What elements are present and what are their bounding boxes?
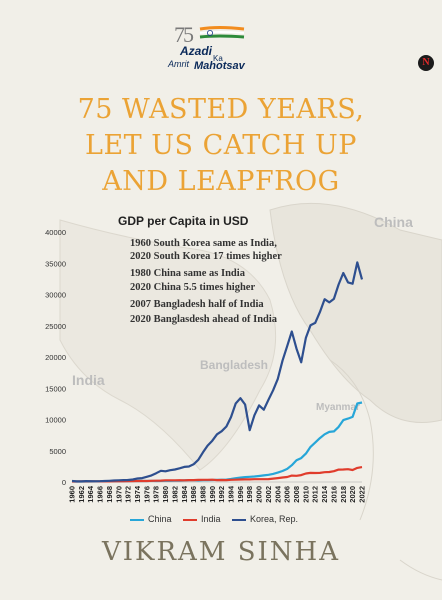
book-title-line-2: LET US CATCH UP <box>85 130 357 161</box>
publisher-logo: N <box>418 55 434 71</box>
x-tick-label: 1976 <box>142 486 151 503</box>
x-tick-label: 1982 <box>170 486 179 503</box>
emblem-number: 75 <box>174 22 194 47</box>
y-tick-label: 15000 <box>45 384 66 393</box>
y-axis-labels: 0 5000 10000 15000 20000 25000 30000 35000 40000 <box>45 228 66 487</box>
legend-swatch-korea <box>232 519 246 521</box>
x-tick-label: 2016 <box>329 486 338 503</box>
annotation-china-line-2: 2020 China 5.5 times higher <box>130 282 256 293</box>
series-line-korea-rep <box>71 261 364 483</box>
x-tick-label: 2000 <box>255 486 264 503</box>
annotation-korea-line-2: 2020 South Korea 17 times higher <box>130 251 282 262</box>
azadi-ka-amrit-mahotsav-logo: 75 Azadi Ka Amrit Mahotsav <box>168 22 252 78</box>
x-tick-label: 2022 <box>358 486 367 503</box>
x-tick-label: 1984 <box>180 485 189 503</box>
x-tick-label: 1972 <box>124 486 133 503</box>
x-tick-label: 1968 <box>105 486 114 503</box>
x-tick-label: 2008 <box>292 486 301 503</box>
x-tick-label: 2014 <box>320 485 329 503</box>
x-tick-label: 1964 <box>86 485 95 503</box>
x-tick-label: 1992 <box>217 486 226 503</box>
x-tick-label: 2018 <box>339 486 348 503</box>
y-tick-label: 35000 <box>45 259 66 268</box>
chart-title: GDP per Capita in USD <box>118 214 249 228</box>
legend-label-china: China <box>148 514 172 524</box>
x-tick-label: 2002 <box>264 486 273 503</box>
map-label-india: India <box>72 372 105 388</box>
legend-swatch-india <box>183 519 197 521</box>
y-tick-label: 5000 <box>49 447 66 456</box>
emblem-ka: Ka <box>213 54 223 63</box>
x-tick-label: 1988 <box>198 486 207 503</box>
tricolor-flag-icon <box>199 26 245 39</box>
y-tick-label: 20000 <box>45 353 66 362</box>
y-tick-label: 10000 <box>45 416 66 425</box>
map-label-myanmar: Myanmar <box>316 402 360 413</box>
x-tick-label: 1960 <box>68 486 77 503</box>
series-line-china <box>71 401 363 483</box>
emblem-amrit: Amrit <box>168 59 189 69</box>
x-tick-label: 2020 <box>348 486 357 503</box>
x-tick-label: 1990 <box>208 486 217 503</box>
gdp-line-chart: 0 5000 10000 15000 20000 25000 30000 35000 40000… <box>45 228 367 503</box>
x-tick-label: 1986 <box>189 486 198 503</box>
book-title-line-3: AND LEAPFROG <box>102 166 340 197</box>
x-tick-label: 1970 <box>114 486 123 503</box>
annotation-korea-line-1: 1960 South Korea same as India, <box>130 238 277 249</box>
y-tick-label: 30000 <box>45 291 66 300</box>
x-tick-label: 1994 <box>227 485 236 503</box>
book-title-line-1: 75 WASTED YEARS, <box>77 94 365 125</box>
legend-label-india: India <box>201 514 221 524</box>
emblem-azadi: Azadi <box>180 44 213 58</box>
x-tick-label: 2004 <box>273 485 282 503</box>
author-name: VIKRAM SINHA <box>102 537 340 567</box>
y-tick-label: 25000 <box>45 322 66 331</box>
y-tick-label: 40000 <box>45 228 66 237</box>
legend-label-korea: Korea, Rep. <box>250 514 299 524</box>
x-tick-label: 1974 <box>133 485 142 503</box>
legend-swatch-china <box>130 519 144 521</box>
emblem-mahotsav: Mahotsav <box>194 60 245 72</box>
map-label-china: China <box>374 214 413 230</box>
annotation-china-line-1: 1980 China same as India <box>130 268 245 279</box>
x-tick-label: 1978 <box>152 486 161 503</box>
y-tick-label: 0 <box>62 478 66 487</box>
x-tick-label: 1996 <box>236 486 245 503</box>
x-tick-label: 1980 <box>161 486 170 503</box>
annotation-bangladesh-line-1: 2007 Bangladesh half of India <box>130 299 264 310</box>
x-tick-label: 2006 <box>283 486 292 503</box>
series-lines <box>71 261 364 483</box>
x-tick-label: 1962 <box>77 486 86 503</box>
x-tick-label: 1966 <box>96 486 105 503</box>
x-tick-label: 2010 <box>301 486 310 503</box>
map-label-bangladesh: Bangladesh <box>200 358 269 372</box>
x-tick-label: 1998 <box>245 486 254 503</box>
annotation-bangladesh-line-2: 2020 Banglasdesh ahead of India <box>130 314 278 325</box>
x-tick-label: 2012 <box>311 486 320 503</box>
x-axis-labels: 1960 1962 1964 1966 1968 1970 1972 1974 1976 1978… <box>68 485 367 503</box>
